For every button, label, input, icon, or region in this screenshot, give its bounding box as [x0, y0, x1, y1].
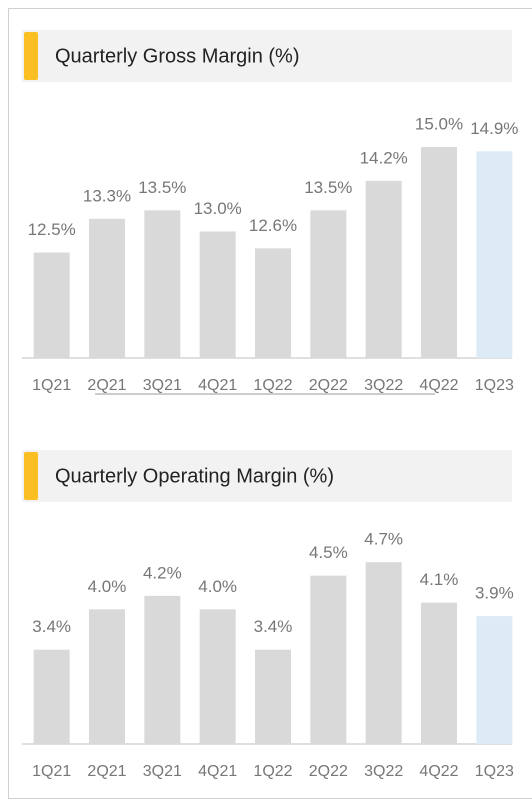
x-tick-label: 2Q21: [87, 377, 126, 394]
chart-title: Quarterly Gross Margin (%): [55, 45, 300, 67]
value-label: 4.1%: [420, 570, 459, 589]
bar: [89, 219, 125, 358]
value-label: 12.6%: [249, 216, 297, 235]
bar: [34, 253, 70, 358]
value-label: 3.9%: [475, 584, 514, 603]
value-label: 13.5%: [138, 178, 186, 197]
bar: [89, 609, 125, 744]
title-accent: [24, 32, 38, 80]
x-tick-label: 3Q22: [364, 763, 403, 780]
bar: [144, 210, 180, 358]
x-tick-label: 4Q22: [419, 377, 458, 394]
value-label: 3.4%: [254, 617, 293, 636]
bar: [34, 650, 70, 744]
bar: [421, 603, 457, 744]
x-tick-label: 2Q22: [309, 377, 348, 394]
value-label: 4.5%: [309, 543, 348, 562]
bar: [310, 210, 346, 358]
bar: [255, 248, 291, 358]
value-label: 14.9%: [470, 119, 518, 138]
value-label: 13.0%: [194, 199, 242, 218]
bar: [200, 609, 236, 744]
x-tick-label: 1Q21: [32, 763, 71, 780]
bar: [144, 596, 180, 744]
x-tick-label: 4Q21: [198, 763, 237, 780]
bar: [255, 650, 291, 744]
x-tick-label: 2Q21: [87, 763, 126, 780]
value-label: 4.0%: [88, 577, 127, 596]
bar: [200, 231, 236, 358]
value-label: 13.5%: [304, 178, 352, 197]
x-tick-label: 3Q21: [143, 763, 182, 780]
bar: [421, 147, 457, 358]
value-label: 13.3%: [83, 186, 131, 205]
x-tick-label: 1Q23: [475, 763, 514, 780]
x-tick-label: 2Q22: [309, 763, 348, 780]
x-tick-label: 1Q22: [253, 377, 292, 394]
value-label: 4.0%: [198, 577, 237, 596]
x-tick-label: 1Q23: [475, 377, 514, 394]
value-label: 4.2%: [143, 563, 182, 582]
title-accent: [24, 452, 38, 500]
x-tick-label: 4Q22: [419, 763, 458, 780]
bar: [310, 576, 346, 744]
bar: [366, 181, 402, 358]
value-label: 4.7%: [364, 530, 403, 549]
x-tick-label: 4Q21: [198, 377, 237, 394]
value-label: 3.4%: [32, 617, 71, 636]
x-tick-label: 3Q21: [143, 377, 182, 394]
chart-title: Quarterly Operating Margin (%): [55, 465, 334, 487]
x-tick-label: 3Q22: [364, 377, 403, 394]
value-label: 14.2%: [360, 148, 408, 167]
bar: [476, 151, 512, 358]
x-tick-label: 1Q21: [32, 377, 71, 394]
bar: [476, 616, 512, 744]
x-tick-label: 1Q22: [253, 763, 292, 780]
value-label: 15.0%: [415, 115, 463, 134]
bar: [366, 562, 402, 744]
value-label: 12.5%: [28, 220, 76, 239]
